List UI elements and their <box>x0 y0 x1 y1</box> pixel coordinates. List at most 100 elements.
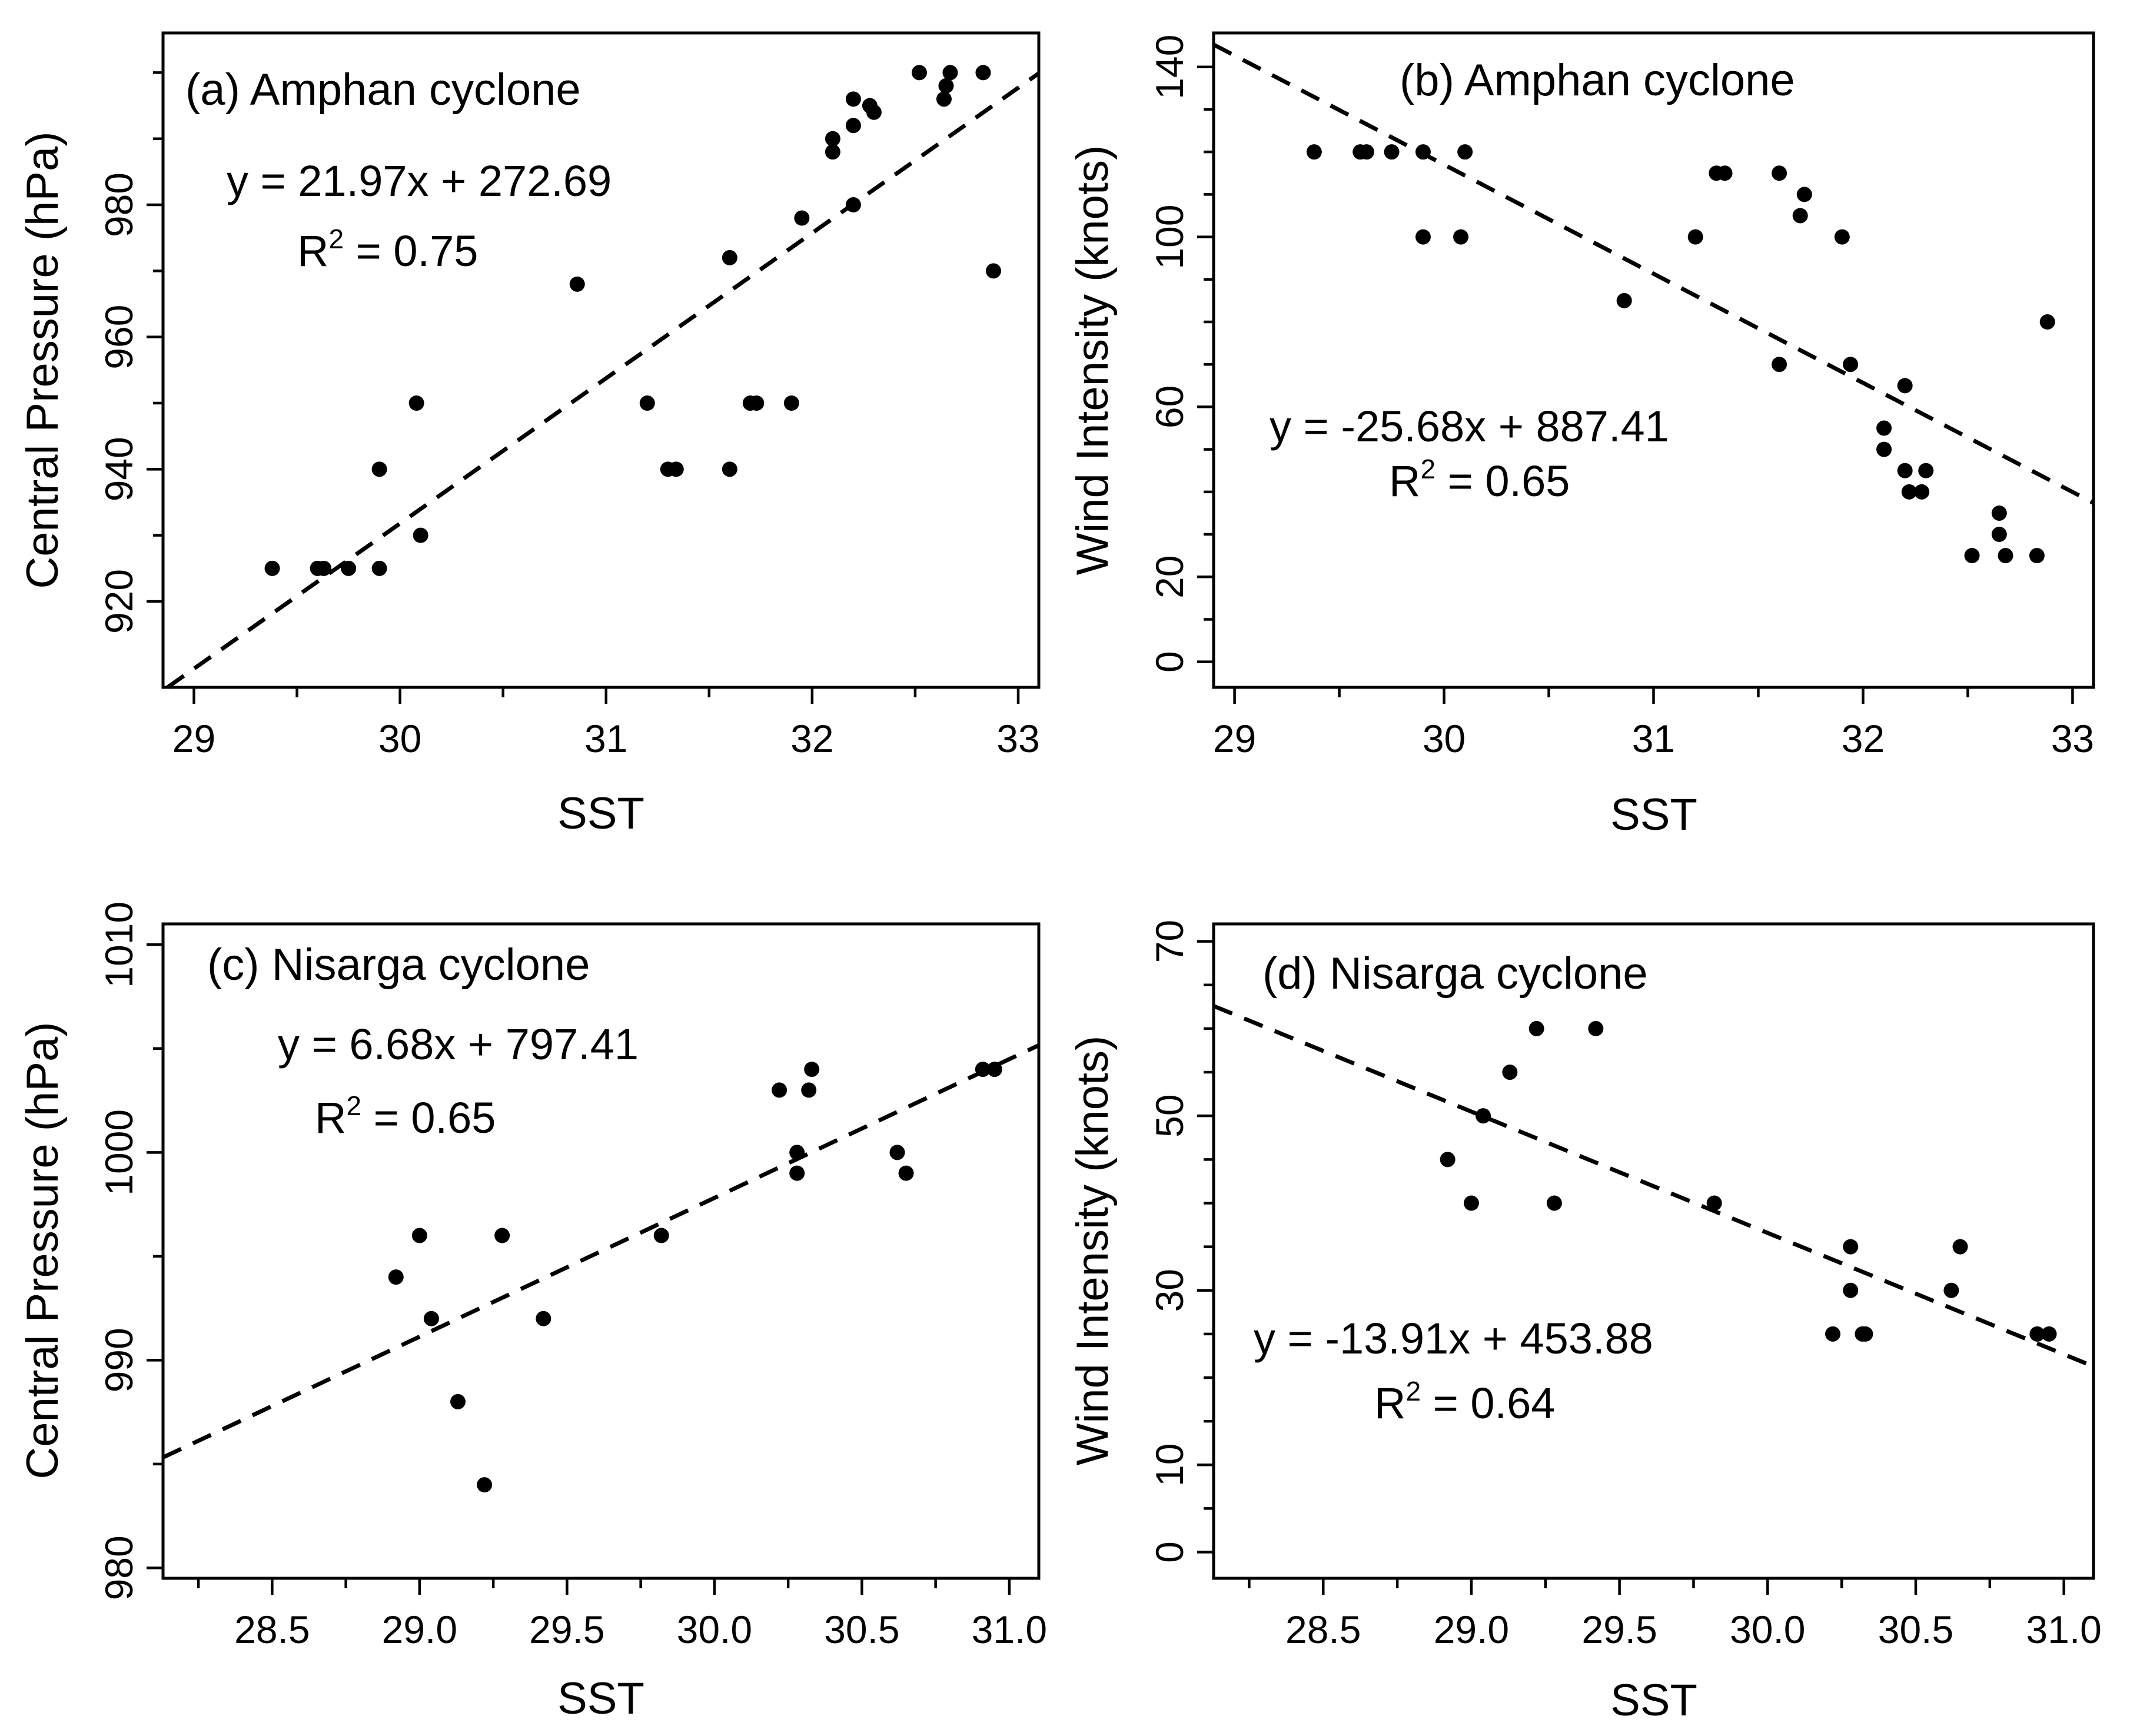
data-point <box>783 395 799 411</box>
r2-value: = 0.64 <box>1421 1379 1555 1428</box>
y-tick-label: 0 <box>1148 1541 1191 1563</box>
data-point <box>411 1228 427 1243</box>
data-point <box>1914 484 1930 500</box>
data-point <box>936 91 952 107</box>
x-tick-label: 29 <box>1213 717 1256 760</box>
r2-superscript: 2 <box>328 224 344 254</box>
data-point <box>845 197 861 213</box>
x-axis-title: SST <box>557 1674 644 1724</box>
r2-superscript: 2 <box>346 1090 361 1121</box>
regression-line <box>162 1043 1040 1459</box>
x-tick-label: 30.5 <box>1878 1608 1953 1651</box>
data-point <box>668 461 684 477</box>
data-point <box>264 560 280 576</box>
r2-symbol: R <box>1389 457 1420 505</box>
axis-ticks: 28.5 29.0 29.5 30.0 30.5 31.0 0 10 30 50 70 <box>1148 920 2102 1651</box>
y-tick-label: 940 <box>97 437 141 501</box>
y-tick-label: 100 <box>1148 205 1191 270</box>
data-point <box>801 1082 817 1098</box>
x-tick-label: 32 <box>790 717 833 760</box>
data-point <box>1901 484 1917 500</box>
regression-equation: y = 6.68x + 797.41 <box>278 1020 639 1069</box>
data-points <box>1440 1020 2057 1342</box>
axis-ticks: 29 30 31 32 33 0 20 60 100 140 <box>1148 35 2094 760</box>
plot-frame <box>1212 922 2095 1580</box>
x-tick-label: 31 <box>1632 717 1675 760</box>
r-squared-label: R2 = 0.75 <box>297 224 478 275</box>
data-point <box>1843 1239 1859 1255</box>
data-point <box>1796 187 1812 202</box>
data-point <box>866 104 882 120</box>
r2-value: = 0.65 <box>361 1093 496 1142</box>
data-point <box>388 1269 404 1285</box>
x-tick-label: 32 <box>1842 717 1885 760</box>
x-axis-title: SST <box>557 789 644 839</box>
data-point <box>423 1311 439 1326</box>
data-point <box>1706 1195 1722 1211</box>
data-point <box>1616 292 1632 308</box>
y-tick-label: 30 <box>1148 1269 1191 1312</box>
panel-title: (b) Amphan cyclone <box>1400 55 1795 105</box>
data-point <box>316 560 332 576</box>
data-point <box>1502 1065 1518 1080</box>
data-point <box>1843 1282 1859 1298</box>
data-point <box>1687 229 1703 245</box>
y-tick-label: 980 <box>97 172 141 237</box>
data-point <box>1453 229 1469 245</box>
x-tick-label: 29.0 <box>382 1608 457 1651</box>
data-point <box>1772 357 1787 373</box>
data-point <box>1952 1239 1968 1255</box>
data-point <box>1772 165 1787 181</box>
data-point <box>794 210 810 226</box>
y-axis-title: Central Pressure (hPa) <box>18 1022 68 1479</box>
fit-layer <box>1212 42 2095 505</box>
x-axis-title: SST <box>1610 1675 1697 1725</box>
data-point <box>911 65 927 81</box>
x-tick-label: 28.5 <box>234 1608 310 1651</box>
data-point <box>1440 1152 1456 1168</box>
y-tick-label: 70 <box>1148 920 1191 963</box>
r2-symbol: R <box>297 227 328 275</box>
data-point <box>789 1165 805 1181</box>
r2-symbol: R <box>1374 1379 1405 1428</box>
axis-ticks: 29 30 31 32 33 920 940 960 980 <box>97 71 1040 760</box>
data-point <box>536 1311 551 1326</box>
x-tick-label: 33 <box>2051 717 2094 760</box>
panel-title: (c) Nisarga cyclone <box>207 940 590 990</box>
data-point <box>1991 505 2007 521</box>
x-tick-label: 29.5 <box>529 1608 604 1651</box>
r2-symbol: R <box>315 1093 346 1142</box>
data-point <box>477 1477 493 1493</box>
data-point <box>1546 1195 1562 1211</box>
r-squared-label: R2 = 0.65 <box>315 1090 496 1142</box>
data-point <box>1384 144 1400 160</box>
data-point <box>845 118 861 134</box>
regression-equation: y = -25.68x + 887.41 <box>1270 402 1669 451</box>
data-point <box>722 250 737 265</box>
x-tick-label: 31.0 <box>972 1608 1047 1651</box>
data-point <box>1306 144 1322 160</box>
data-point <box>494 1228 510 1243</box>
panel-c: 28.5 29.0 29.5 30.0 30.5 31.0 980 990 1000 1010 (… <box>18 902 1047 1724</box>
regression-equation: y = 21.97x + 272.69 <box>227 157 612 205</box>
data-point <box>1843 357 1859 373</box>
data-point <box>569 276 585 292</box>
data-point <box>722 461 737 477</box>
r-squared-label: R2 = 0.65 <box>1389 454 1570 505</box>
data-point <box>1991 527 2007 543</box>
data-point <box>1717 165 1733 181</box>
y-tick-label: 50 <box>1148 1094 1191 1137</box>
x-tick-label: 29.5 <box>1581 1608 1657 1651</box>
data-point <box>986 1062 1002 1077</box>
data-point <box>1463 1195 1479 1211</box>
x-tick-label: 30 <box>1423 717 1466 760</box>
panel-title: (a) Amphan cyclone <box>185 65 581 115</box>
data-point <box>898 1165 914 1181</box>
x-tick-label: 29.0 <box>1434 1608 1509 1651</box>
regression-line <box>1212 42 2095 505</box>
data-point <box>1897 378 1913 394</box>
regression-line <box>166 71 1041 689</box>
r2-value: = 0.75 <box>344 227 478 275</box>
